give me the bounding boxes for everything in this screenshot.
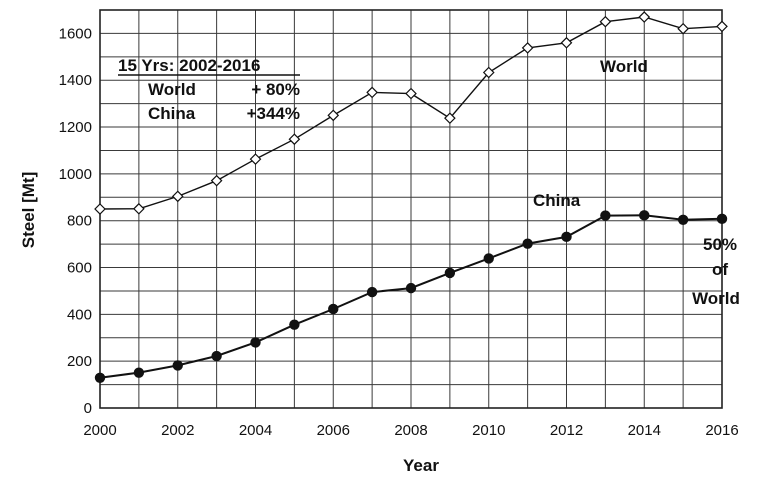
summary-china-value: +344% (247, 104, 300, 123)
y-tick-label: 400 (67, 306, 92, 323)
china-data-point (716, 213, 728, 225)
china-data-point (561, 231, 572, 243)
x-axis-title: Year (403, 456, 439, 475)
china-data-point (211, 350, 222, 362)
summary-world-label: World (148, 80, 196, 99)
x-tick-label: 2016 (705, 422, 738, 439)
world-data-point (133, 202, 145, 215)
x-tick-label: 2004 (239, 422, 272, 439)
world-data-point (249, 153, 262, 165)
share-line-3: World (692, 289, 740, 308)
world-data-point (482, 66, 495, 79)
x-tick-label: 2002 (161, 422, 194, 439)
world-data-point (327, 109, 340, 122)
y-tick-label: 600 (67, 260, 92, 277)
y-tick-label: 1400 (59, 72, 92, 89)
china-data-point (522, 238, 533, 249)
y-tick-label: 1600 (59, 25, 92, 42)
y-tick-label: 200 (67, 353, 92, 370)
summary-china-label: China (148, 104, 196, 123)
world-data-point (677, 22, 689, 35)
china-data-point (133, 367, 145, 378)
share-line-2: of (712, 260, 728, 279)
x-tick-label: 2012 (550, 422, 583, 439)
series-markers (94, 11, 728, 383)
world-data-point (521, 42, 534, 54)
world-data-point (638, 11, 651, 23)
china-data-point (250, 337, 261, 348)
china-data-point (677, 214, 689, 225)
y-tick-label: 800 (67, 213, 92, 230)
y-tick-label: 1000 (59, 166, 92, 183)
y-axis-title: Steel [Mt] (19, 172, 38, 249)
y-tick-label: 0 (84, 400, 92, 417)
world-data-point (716, 20, 728, 33)
china-data-point (600, 210, 611, 221)
china-data-point (366, 286, 378, 298)
world-data-point (366, 86, 378, 99)
x-tick-label: 2014 (628, 422, 661, 439)
world-data-point (210, 174, 223, 187)
china-data-point (444, 267, 456, 279)
china-data-point (405, 282, 417, 294)
summary-world-value: + 80% (251, 80, 300, 99)
world-data-point (599, 15, 612, 28)
share-line-1: 50% (703, 235, 737, 254)
y-tick-labels: 0 200 400 600 800 1000 1200 1400 1600 (59, 25, 92, 417)
world-data-point (171, 190, 184, 203)
grid (100, 10, 722, 408)
summary-title: 15 Yrs: 2002-2016 (118, 56, 260, 75)
china-data-point (483, 253, 494, 264)
x-tick-labels: 2000 2002 2004 2006 2008 2010 2012 2014 2016 (83, 422, 738, 439)
x-tick-label: 2010 (472, 422, 505, 439)
world-data-point (444, 112, 456, 125)
china-data-point (94, 372, 106, 383)
china-data-point (172, 360, 183, 371)
china-data-point (289, 319, 300, 330)
world-data-point (94, 203, 106, 215)
x-tick-label: 2006 (317, 422, 350, 439)
world-data-point (560, 36, 573, 49)
world-series-label: World (600, 57, 648, 76)
china-data-point (639, 210, 650, 221)
y-tick-label: 1200 (59, 119, 92, 136)
world-data-point (405, 87, 417, 100)
china-series-label: China (533, 191, 581, 210)
x-tick-label: 2008 (394, 422, 427, 439)
china-data-point (328, 303, 339, 315)
x-tick-label: 2000 (83, 422, 116, 439)
world-data-point (288, 133, 301, 146)
